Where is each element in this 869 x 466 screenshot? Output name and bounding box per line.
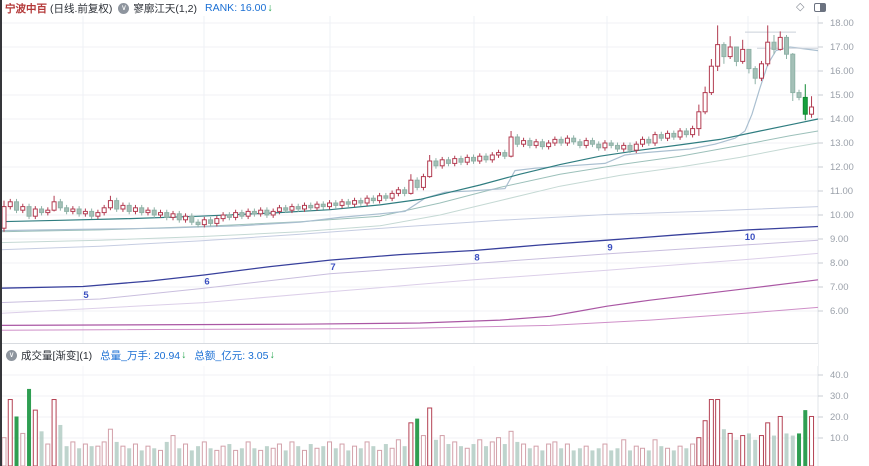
total-volume-down-arrow-icon: ↓	[181, 349, 187, 361]
diamond-tool-icon[interactable]: ◇	[796, 1, 805, 13]
svg-text:13.00: 13.00	[830, 138, 854, 149]
month-label-6: 6	[204, 277, 209, 288]
month-labels: 5 6 7 8 9 10	[83, 232, 755, 301]
indicator-line-fan-light-upper	[0, 206, 819, 251]
volume-bars	[1, 388, 815, 466]
volume-indicator-name[interactable]: 成交量[渐变](1)	[21, 349, 93, 362]
total-amount-value: 总额_亿元: 3.05	[194, 349, 269, 362]
svg-text:17.00: 17.00	[830, 42, 854, 53]
svg-text:40.0: 40.0	[830, 370, 849, 381]
indicator-lines	[0, 31, 819, 331]
svg-text:6.00: 6.00	[830, 306, 849, 317]
indicator-line-magenta-light	[0, 306, 819, 331]
svg-text:15.00: 15.00	[830, 90, 854, 101]
candlesticks	[1, 25, 815, 232]
month-label-10: 10	[745, 232, 756, 243]
total-volume-value: 总量_万手: 20.94	[100, 349, 181, 362]
svg-text:10.0: 10.0	[830, 433, 849, 444]
indicator-line-teal-faint	[0, 142, 819, 244]
rank-value: RANK: 16.00	[205, 2, 267, 14]
indicator-line-fan-lavender	[0, 239, 819, 304]
svg-text:20.0: 20.0	[830, 412, 849, 423]
main-chart-header: 宁波中百 (日线.前复权) ∨ 寥廓江天(1,2) RANK: 16.00 ↓ …	[0, 0, 869, 16]
indicator-line-fan-lavender-light	[0, 252, 819, 314]
svg-text:9.00: 9.00	[830, 234, 849, 245]
indicator-line-magenta-main	[0, 279, 819, 326]
svg-text:14.00: 14.00	[830, 114, 854, 125]
month-label-7: 7	[330, 262, 335, 273]
svg-text:18.00: 18.00	[830, 18, 854, 29]
svg-text:10.00: 10.00	[830, 210, 854, 221]
rank-down-arrow-icon: ↓	[267, 2, 273, 14]
price-axis-labels: 18.00 17.00 16.00 15.00 14.00 13.00 12.00 11.00…	[818, 18, 854, 317]
volume-axis-labels: 40.0 30.0 20.0 10.0	[818, 370, 849, 444]
panel-layout-icon[interactable]	[814, 3, 827, 12]
month-label-8: 8	[474, 253, 479, 264]
svg-text:7.00: 7.00	[830, 282, 849, 293]
grid-lines	[0, 16, 819, 466]
indicator-line-teal-dark	[0, 118, 819, 223]
indicator-collapse-icon[interactable]: ∨	[118, 2, 130, 14]
window-left-border	[0, 0, 2, 466]
total-amount-down-arrow-icon: ↓	[269, 349, 275, 361]
stock-name: 宁波中百	[5, 2, 47, 15]
svg-text:11.00: 11.00	[830, 186, 853, 197]
volume-pane-header: ∨ 成交量[渐变](1) 总量_万手: 20.94 ↓ 总额_亿元: 3.05 …	[0, 343, 818, 366]
indicator-line-navy-main	[0, 225, 819, 289]
month-label-9: 9	[607, 243, 612, 254]
svg-text:16.00: 16.00	[830, 66, 854, 77]
volume-collapse-icon[interactable]: ∨	[6, 349, 17, 361]
svg-text:12.00: 12.00	[830, 162, 854, 173]
month-label-5: 5	[83, 290, 89, 301]
indicator-name[interactable]: 寥廓江天(1,2)	[133, 2, 198, 15]
svg-text:8.00: 8.00	[830, 258, 849, 269]
svg-text:30.0: 30.0	[830, 391, 849, 402]
period-label: (日线.前复权)	[50, 2, 113, 15]
